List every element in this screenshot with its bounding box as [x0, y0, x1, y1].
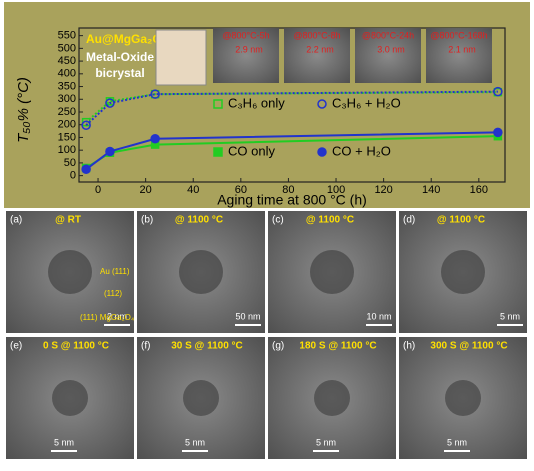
- series-line: [85, 131, 498, 171]
- legend-label: CO + H₂O: [332, 143, 391, 158]
- x-tick-label: 40: [187, 184, 199, 196]
- structure-model: [155, 29, 207, 86]
- panel-label: (f): [141, 341, 150, 352]
- particle: [183, 380, 219, 416]
- marker: [105, 98, 115, 108]
- legend-label: CO only: [228, 143, 275, 158]
- material: Au@MgGa₂O₄: [86, 32, 168, 46]
- legend-marker: [317, 99, 327, 109]
- scale-label: 10 nm: [366, 311, 391, 321]
- panel-condition: @ RT: [55, 215, 81, 226]
- marker: [150, 89, 160, 99]
- panel-label: (b): [141, 215, 153, 226]
- panel-label: (a): [10, 215, 22, 226]
- panel-label: (g): [272, 341, 284, 352]
- marker: [493, 86, 503, 97]
- legend-marker: [213, 147, 223, 157]
- y-tick-label: 100: [58, 144, 76, 156]
- x-axis-title: Aging time at 800 °C (h): [217, 192, 367, 208]
- panel-condition: @ 1100 °C: [175, 215, 223, 226]
- series-line: [85, 90, 498, 126]
- panel-label: (e): [10, 341, 22, 352]
- y-tick-label: 0: [70, 170, 76, 182]
- particle: [179, 250, 223, 294]
- y-tick-label: 450: [58, 55, 76, 67]
- y-tick-label: 200: [58, 119, 76, 131]
- inset-size: 2.1 nm: [448, 44, 476, 54]
- scale-label: 2 nm: [107, 311, 127, 321]
- inset-image: [426, 28, 492, 83]
- x-tick-label: 140: [422, 184, 440, 196]
- legend-label: C₃H₆ only: [228, 95, 285, 110]
- inset-image: [355, 28, 421, 83]
- y-tick-label: 150: [58, 131, 76, 143]
- panel-condition: @ 1100 °C: [437, 215, 485, 226]
- y-tick-label: 550: [58, 30, 76, 42]
- y-tick-label: 250: [58, 106, 76, 118]
- inset-condition: @800°C-8h: [293, 30, 340, 40]
- y-tick-label: 500: [58, 42, 76, 54]
- y-tick-label: 50: [64, 157, 76, 169]
- scale-label: 5 nm: [500, 311, 520, 321]
- material-type: Metal-Oxide: [86, 50, 154, 64]
- inset-size: 3.0 nm: [377, 44, 405, 54]
- marker: [150, 133, 160, 144]
- panel-condition: 180 S @ 1100 °C: [299, 341, 376, 352]
- particle: [52, 380, 88, 416]
- y-tick-label: 350: [58, 80, 76, 92]
- panel-a-note: (112): [104, 289, 122, 298]
- inset-image: [213, 28, 279, 83]
- marker: [105, 146, 115, 157]
- inset-condition: @800°C-5h: [222, 30, 269, 40]
- y-axis-title: T₅₀% (°C): [15, 77, 32, 143]
- particle: [441, 250, 485, 294]
- panel-label: (h): [403, 341, 415, 352]
- panel-a-note: Au (111): [100, 267, 130, 276]
- panel-label: (c): [272, 215, 284, 226]
- x-tick-label: 160: [470, 184, 488, 196]
- scale-label: 5 nm: [185, 437, 205, 447]
- inset-condition: @800°C-168h: [430, 30, 487, 40]
- marker: [81, 120, 91, 130]
- particle: [48, 250, 92, 294]
- marker: [81, 164, 91, 175]
- inset-size: 2.2 nm: [306, 44, 334, 54]
- x-tick-label: 20: [140, 184, 152, 196]
- panel-condition: 300 S @ 1100 °C: [430, 341, 507, 352]
- material-type: bicrystal: [95, 66, 144, 80]
- inset-condition: @800°C-24h: [362, 30, 414, 40]
- x-tick-label: 120: [374, 184, 392, 196]
- particle: [310, 250, 354, 294]
- inset-size: 2.9 nm: [235, 44, 263, 54]
- scale-label: 50 nm: [235, 311, 260, 321]
- particle: [314, 380, 350, 416]
- panel-label: (d): [403, 215, 415, 226]
- panel-condition: 30 S @ 1100 °C: [171, 341, 243, 352]
- x-tick-label: 60: [235, 184, 247, 196]
- scale-label: 5 nm: [54, 437, 74, 447]
- scale-label: 5 nm: [316, 437, 336, 447]
- panel-condition: 0 S @ 1100 °C: [43, 341, 109, 352]
- legend-marker: [213, 99, 223, 109]
- scale-label: 5 nm: [447, 437, 467, 447]
- y-tick-label: 400: [58, 68, 76, 80]
- particle: [445, 380, 481, 416]
- panel-a-note: (111) MgGa₂O₄: [80, 313, 134, 322]
- x-tick-label: 0: [95, 184, 101, 196]
- legend-marker: [317, 147, 327, 157]
- panel-condition: @ 1100 °C: [306, 215, 354, 226]
- y-tick-label: 300: [58, 93, 76, 105]
- legend-label: C₃H₆ + H₂O: [332, 95, 401, 110]
- marker: [493, 127, 503, 138]
- inset-image: [284, 28, 350, 83]
- x-tick-label: 100: [327, 184, 345, 196]
- x-tick-label: 80: [282, 184, 294, 196]
